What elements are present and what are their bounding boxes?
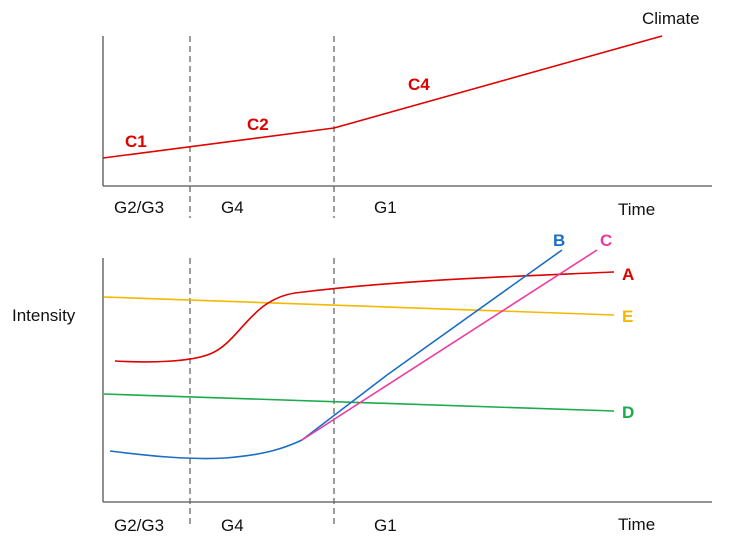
curve-label-b: B	[553, 231, 565, 250]
curve-c	[301, 249, 598, 441]
intensity-time-label: Time	[618, 515, 655, 534]
segment-label-c2: C2	[247, 115, 269, 134]
intensity-y-label: Intensity	[12, 306, 76, 325]
curve-label-c: C	[600, 231, 612, 250]
curve-label-e: E	[622, 307, 633, 326]
climate-title: Climate	[642, 9, 700, 28]
intensity-phase-g2g3: G2/G3	[114, 516, 164, 535]
segment-label-c1: C1	[125, 132, 147, 151]
climate-line	[102, 35, 663, 159]
climate-time-label: Time	[618, 200, 655, 219]
climate-phase-g4: G4	[221, 198, 244, 217]
climate-phase-g1: G1	[374, 198, 397, 217]
curve-e	[103, 296, 615, 316]
segment-label-c4: C4	[408, 75, 430, 94]
intensity-panel: B C A E D Intensity Time G2/G3 G4 G1	[12, 231, 712, 535]
climate-panel: C1 C2 C4 Climate Time G2/G3 G4 G1	[102, 9, 712, 219]
curve-label-d: D	[622, 403, 634, 422]
climate-phase-g2g3: G2/G3	[114, 198, 164, 217]
intensity-phase-g1: G1	[374, 516, 397, 535]
curve-a	[114, 271, 615, 363]
curve-label-a: A	[622, 265, 634, 284]
curve-b	[109, 249, 563, 460]
intensity-phase-g4: G4	[221, 516, 244, 535]
